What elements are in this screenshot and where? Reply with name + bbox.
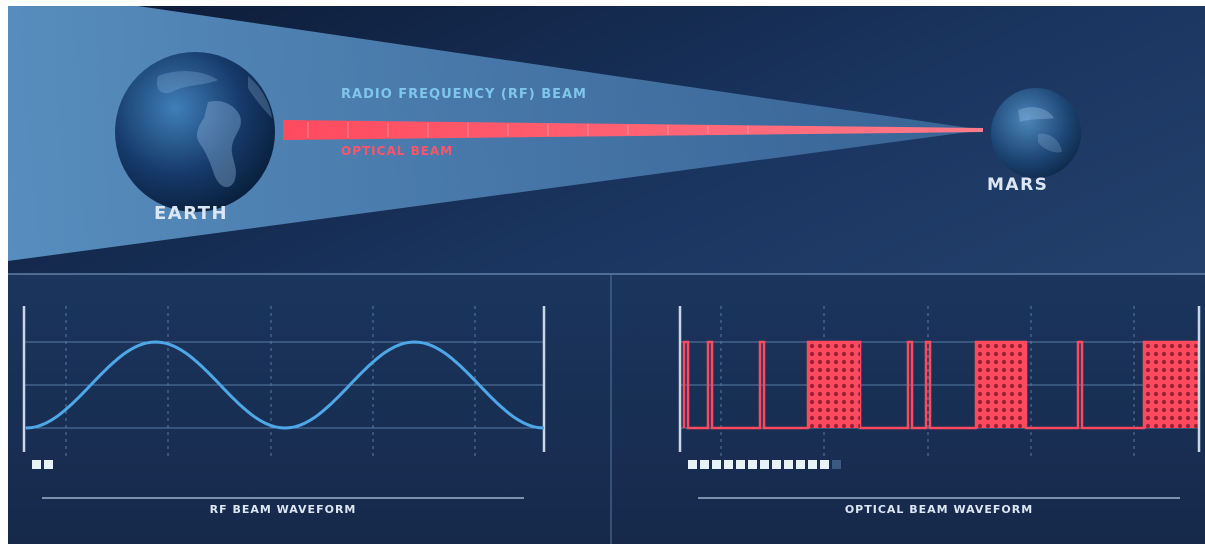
mars-planet-icon xyxy=(991,88,1081,178)
data-square xyxy=(796,460,805,469)
data-square xyxy=(32,460,41,469)
mars-label: MARS xyxy=(987,175,1048,195)
rf-caption: RF BEAM WAVEFORM xyxy=(210,503,357,516)
optical-dense-pulse-block xyxy=(1144,342,1198,428)
data-square xyxy=(820,460,829,469)
optical-beam-label: OPTICAL BEAM xyxy=(341,144,453,158)
beam-comparison-diagram: RADIO FREQUENCY (RF) BEAM OPTICAL BEAM E… xyxy=(8,6,1205,544)
optical-dense-pulse-block xyxy=(808,342,860,428)
rf-data-squares xyxy=(32,460,53,469)
optical-beam-texture xyxy=(307,122,749,138)
data-square xyxy=(700,460,709,469)
data-square xyxy=(772,460,781,469)
data-square xyxy=(760,460,769,469)
optical-beam xyxy=(283,120,983,140)
optical-pulses xyxy=(682,340,1200,430)
data-square xyxy=(808,460,817,469)
optical-dense-pulse-block xyxy=(976,342,1026,428)
data-square xyxy=(748,460,757,469)
data-square xyxy=(724,460,733,469)
earth-label: EARTH xyxy=(154,203,228,224)
data-square xyxy=(712,460,721,469)
rf-waveform-panel: RF BEAM WAVEFORM xyxy=(22,306,546,516)
rf-sine-wave xyxy=(25,340,545,430)
optical-waveform-panel: OPTICAL BEAM WAVEFORM xyxy=(678,306,1201,516)
data-square xyxy=(784,460,793,469)
data-square xyxy=(832,460,841,469)
optical-caption: OPTICAL BEAM WAVEFORM xyxy=(845,503,1033,516)
data-square xyxy=(736,460,745,469)
data-square xyxy=(688,460,697,469)
data-square xyxy=(44,460,53,469)
optical-data-squares xyxy=(688,460,841,469)
earth-globe-icon xyxy=(115,52,275,212)
optical-pulse-trace xyxy=(682,340,1200,430)
rf-beam-label: RADIO FREQUENCY (RF) BEAM xyxy=(341,87,587,102)
